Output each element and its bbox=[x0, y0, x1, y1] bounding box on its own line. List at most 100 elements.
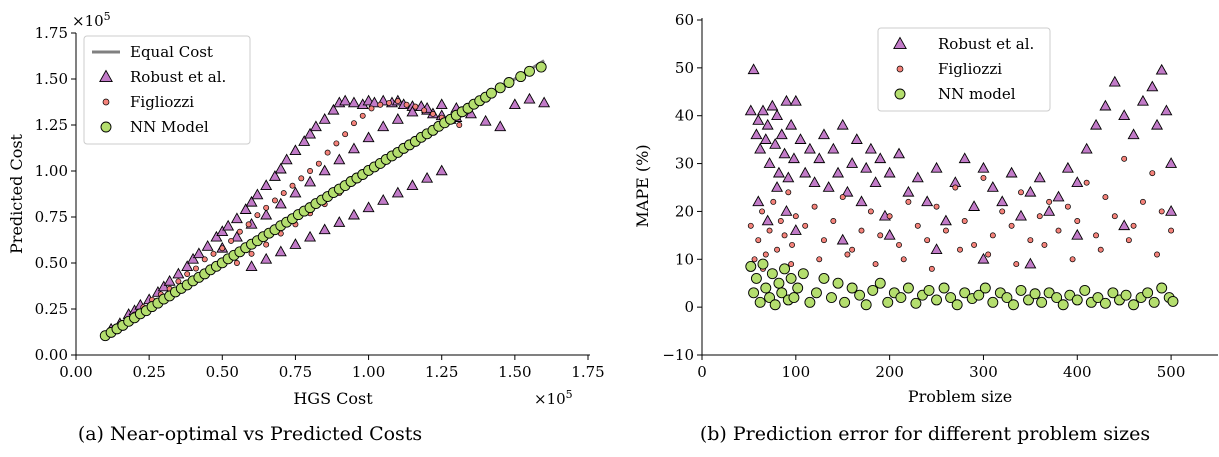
plot-area-a bbox=[99, 59, 551, 342]
data-point bbox=[362, 201, 375, 213]
data-point bbox=[309, 120, 322, 132]
y-tick-label: 20 bbox=[675, 202, 694, 220]
data-point bbox=[761, 214, 774, 226]
legend-label: Figliozzi bbox=[130, 93, 194, 111]
data-point bbox=[764, 292, 775, 304]
data-point bbox=[785, 189, 792, 196]
data-point bbox=[980, 174, 987, 181]
y-tick-label: 0.50 bbox=[35, 254, 68, 272]
data-point bbox=[782, 171, 795, 183]
data-point bbox=[769, 138, 782, 149]
y-axis-label-a: Predicted Cost bbox=[7, 133, 26, 254]
data-point bbox=[210, 230, 223, 242]
data-point bbox=[435, 98, 448, 110]
data-point bbox=[406, 179, 419, 191]
data-point bbox=[755, 237, 762, 244]
data-point bbox=[1130, 222, 1137, 229]
legend-frame bbox=[83, 35, 251, 145]
data-point bbox=[298, 135, 311, 146]
data-point bbox=[368, 105, 375, 112]
data-point bbox=[933, 203, 940, 210]
legend-swatch bbox=[102, 98, 110, 106]
data-point bbox=[804, 296, 816, 308]
data-point bbox=[869, 176, 882, 188]
data-point bbox=[192, 247, 205, 259]
data-point bbox=[456, 122, 463, 128]
data-point bbox=[1074, 218, 1081, 224]
data-point bbox=[535, 61, 547, 73]
data-point bbox=[999, 208, 1006, 215]
data-point bbox=[785, 118, 798, 130]
data-point bbox=[342, 131, 349, 138]
y-tick-label: 0 bbox=[684, 298, 694, 316]
data-point bbox=[757, 258, 769, 270]
data-point bbox=[1041, 241, 1048, 248]
data-point bbox=[770, 198, 777, 205]
y-tick-label: 60 bbox=[675, 11, 694, 29]
data-point bbox=[832, 166, 845, 178]
data-point bbox=[747, 222, 754, 229]
data-point bbox=[1158, 208, 1165, 215]
data-point bbox=[230, 212, 243, 224]
data-point bbox=[781, 232, 788, 239]
legend-b: Robust et al. Figliozzi NN model bbox=[877, 27, 1051, 112]
y-multiplier-a: ×105 bbox=[72, 10, 111, 30]
data-point bbox=[971, 241, 978, 248]
data-point bbox=[538, 96, 551, 108]
data-point bbox=[347, 96, 360, 108]
data-point bbox=[821, 237, 827, 244]
data-point bbox=[1160, 104, 1173, 116]
y-ticks-a: 0.00 0.25 0.50 0.75 1.00 1.25 1.50 1.75 bbox=[35, 24, 76, 364]
data-point bbox=[883, 166, 896, 178]
data-point bbox=[421, 107, 428, 114]
data-point bbox=[248, 250, 255, 257]
data-point bbox=[245, 221, 252, 228]
data-point bbox=[759, 133, 772, 144]
data-point bbox=[1055, 227, 1062, 234]
data-point bbox=[307, 168, 314, 174]
x-tick-label: 0.25 bbox=[132, 363, 165, 381]
data-point bbox=[298, 175, 305, 182]
data-point bbox=[274, 162, 287, 174]
data-point bbox=[986, 181, 999, 192]
data-point bbox=[877, 232, 884, 239]
data-point bbox=[359, 112, 366, 119]
data-point bbox=[896, 241, 902, 248]
data-point bbox=[860, 299, 872, 311]
x-tick-label: 0 bbox=[697, 363, 707, 381]
data-point bbox=[210, 250, 217, 257]
data-point bbox=[987, 296, 999, 308]
data-point bbox=[318, 223, 331, 235]
y-tick-label: −10 bbox=[662, 346, 694, 364]
data-point bbox=[289, 182, 296, 189]
data-point bbox=[883, 228, 896, 240]
data-point bbox=[1018, 189, 1024, 196]
data-point bbox=[1149, 170, 1156, 177]
data-point bbox=[854, 289, 866, 301]
x-ticks-a: 0.00 0.25 0.50 0.75 1.00 1.25 1.50 1.75 bbox=[59, 355, 605, 381]
data-point bbox=[1127, 128, 1140, 140]
data-point bbox=[377, 120, 390, 132]
data-point bbox=[979, 282, 991, 294]
data-point bbox=[263, 241, 270, 248]
data-point bbox=[774, 246, 781, 253]
data-point bbox=[811, 203, 818, 210]
data-point bbox=[760, 282, 772, 294]
data-point bbox=[813, 152, 826, 164]
data-point bbox=[751, 256, 758, 263]
data-point bbox=[216, 225, 229, 237]
caption-a: (a) Near-optimal vs Predicted Costs bbox=[78, 423, 422, 445]
data-point bbox=[324, 149, 331, 156]
data-point bbox=[222, 219, 235, 231]
x-tick-label: 0.00 bbox=[59, 363, 92, 381]
data-point bbox=[1139, 198, 1146, 205]
x-tick-label: 1.25 bbox=[425, 363, 458, 381]
data-point bbox=[304, 175, 317, 187]
data-point bbox=[233, 260, 240, 266]
data-point bbox=[860, 161, 873, 173]
data-point bbox=[503, 77, 515, 88]
data-point bbox=[1148, 296, 1160, 308]
legend-a: Equal Cost Robust et al. Figliozzi NN Model bbox=[83, 35, 251, 145]
data-point bbox=[818, 272, 830, 284]
legend-label: Robust et al. bbox=[130, 68, 226, 86]
